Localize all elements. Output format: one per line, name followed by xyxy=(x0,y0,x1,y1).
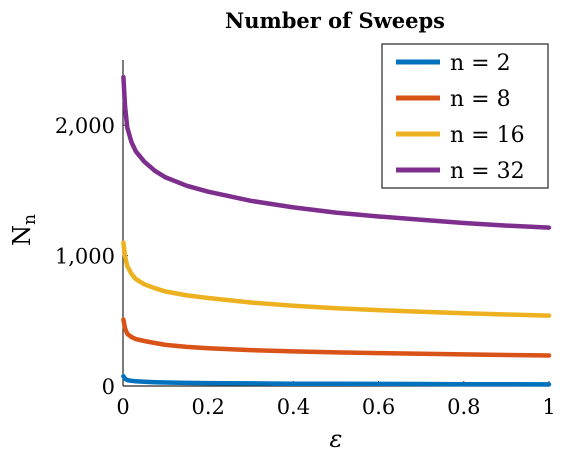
y-axis-label-subscript: n xyxy=(20,214,40,225)
x-tick-label: 0 xyxy=(116,395,129,419)
x-tick-label: 0.2 xyxy=(191,395,224,419)
x-tick-label: 1 xyxy=(542,395,555,419)
legend-label: n = 2 xyxy=(450,51,511,76)
chart-title: Number of Sweeps xyxy=(225,8,445,33)
legend-box xyxy=(381,43,549,189)
y-tick-label: 0 xyxy=(102,375,115,399)
series-line-3 xyxy=(121,240,552,318)
x-axis-label: ε xyxy=(330,425,343,453)
y-tick-label: 2,000 xyxy=(55,114,115,138)
y-tick-label: 1,000 xyxy=(55,245,115,269)
y-axis-label: Nn xyxy=(8,214,40,246)
legend-label: n = 16 xyxy=(450,123,525,148)
x-axis-ticks: 0 0.2 0.4 0.6 0.8 1 xyxy=(116,381,556,419)
legend-label: n = 8 xyxy=(450,87,511,112)
x-tick-label: 0.8 xyxy=(447,395,480,419)
y-axis-label-main: N xyxy=(8,225,36,246)
y-axis-ticks: 0 1,000 2,000 xyxy=(55,114,128,399)
legend-label: n = 32 xyxy=(450,159,525,184)
x-tick-label: 0.4 xyxy=(277,395,310,419)
series-line-4 xyxy=(121,74,552,230)
x-tick-label: 0.6 xyxy=(362,395,395,419)
series-line-2 xyxy=(121,317,552,358)
series-line-1 xyxy=(121,373,552,387)
legend: n = 2 n = 8 n = 16 n = 32 xyxy=(381,43,549,189)
series-lines xyxy=(121,74,552,387)
